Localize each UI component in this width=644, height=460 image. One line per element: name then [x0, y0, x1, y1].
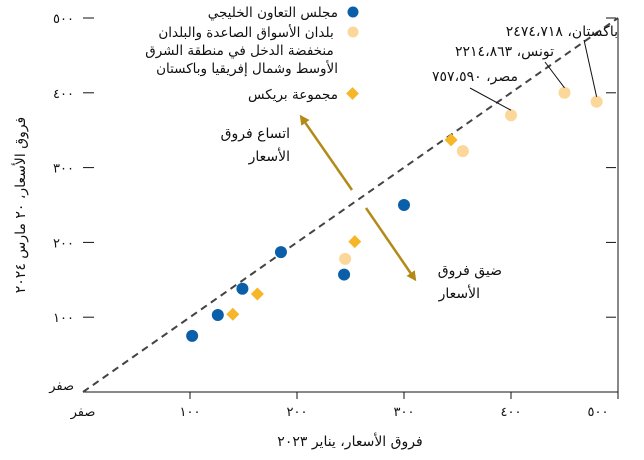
annotation-leaders — [469, 39, 598, 111]
annotation-egypt: مصر، ٧٥٧،٥٩٠ — [432, 69, 518, 85]
data-points — [186, 86, 603, 342]
annotation-leader-1 — [544, 61, 565, 89]
point-series-1-2 — [505, 109, 517, 122]
point-series-2-1 — [250, 287, 264, 301]
y-tick-label-5: ٥٠٠ — [53, 12, 74, 27]
tick-labels: صفر ١٠٠ ٢٠٠ ٣٠٠ ٤٠٠ ٥٠٠ صفر ١٠٠ ٢٠٠ ٣٠٠ ٤٠٠ ٥٠٠ — [48, 12, 608, 420]
narrowing-label-line-2: الأسعار — [438, 284, 480, 302]
annotation-leader-2 — [583, 39, 598, 97]
x-tick-label-3: ٣٠٠ — [394, 405, 415, 420]
y-tick-label-3: ٣٠٠ — [53, 162, 74, 177]
point-series-0-1 — [211, 308, 224, 321]
legend-marker-brics — [346, 87, 359, 100]
y-tick-label-2: ٢٠٠ — [53, 236, 74, 251]
widening-label-line-1: اتساع فروق — [221, 126, 290, 142]
x-tick-label-2: ٢٠٠ — [287, 405, 308, 420]
y-tick-label-4: ٤٠٠ — [53, 87, 74, 102]
widening-arrow — [299, 114, 354, 191]
legend-label-mena-em-line-2: منخفضة الدخل في منطقة الشرق — [145, 43, 333, 59]
legend-label-mena-em: بلدان الأسواق الصاعدة والبلدان منخفضة ال… — [145, 24, 338, 77]
point-series-0-3 — [274, 246, 287, 259]
legend-label-mena-em-line-3: الأوسط وشمال إفريقيا وباكستان — [156, 60, 338, 77]
x-tick-label-1: ١٠٠ — [180, 405, 201, 420]
tick-marks — [83, 17, 619, 399]
reference-line — [82, 17, 619, 393]
annotation-leader-0 — [469, 87, 512, 111]
point-series-1-1 — [456, 145, 469, 158]
x-tick-label-5: ٥٠٠ — [588, 405, 609, 420]
x-tick-label-0: صفر — [70, 405, 96, 420]
y-tick-label-0: صفر — [48, 379, 74, 394]
annotation-tunisia: تونس، ٢٢١٤،٨٦٣ — [455, 44, 554, 60]
point-series-1-3 — [558, 86, 571, 99]
point-series-2-2 — [348, 235, 362, 249]
legend-label-brics: مجموعة بريكس — [248, 87, 338, 103]
point-series-2-3 — [444, 133, 458, 147]
point-series-0-0 — [186, 329, 199, 342]
y-tick-label-1: ١٠٠ — [53, 311, 74, 326]
point-series-2-0 — [226, 307, 240, 321]
widening-label-line-2: الأسعار — [248, 147, 290, 165]
y-axis-title: فروق الأسعار، ٢٠ مارس ٢٠٢٤ — [11, 117, 29, 293]
legend-marker-gcc — [347, 6, 359, 18]
legend-label-mena-em-line-1: بلدان الأسواق الصاعدة والبلدان — [158, 24, 333, 41]
legend: مجلس التعاون الخليجي بلدان الأسواق الصاع… — [145, 5, 359, 103]
narrowing-arrow — [364, 207, 417, 282]
point-series-1-4 — [590, 95, 603, 108]
annotation-pakistan: باكستان، ٢٤٧٤،٧١٨ — [506, 24, 618, 40]
x-tick-label-4: ٤٠٠ — [501, 405, 522, 420]
point-series-0-2 — [236, 282, 249, 295]
legend-label-gcc: مجلس التعاون الخليجي — [208, 5, 338, 21]
x-axis-title: فروق الأسعار، يناير ٢٠٢٣ — [277, 432, 422, 450]
point-series-1-0 — [339, 252, 352, 265]
legend-marker-mena-em — [347, 26, 359, 38]
narrowing-label-line-1: ضيق فروق — [438, 263, 502, 279]
point-series-0-4 — [338, 268, 351, 281]
point-series-0-5 — [398, 199, 410, 211]
